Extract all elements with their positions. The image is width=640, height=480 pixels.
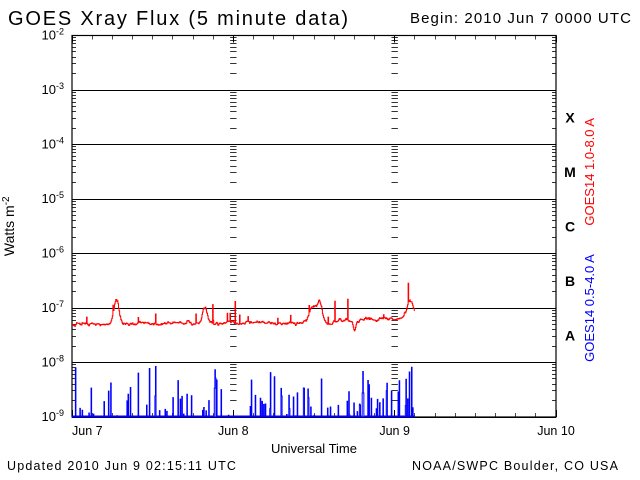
svg-text:Jun 8: Jun 8: [218, 424, 249, 438]
svg-text:GOES14 1.0-8.0 A: GOES14 1.0-8.0 A: [582, 118, 597, 226]
svg-text:GOES14 0.5-4.0 A: GOES14 0.5-4.0 A: [582, 254, 597, 362]
svg-text:Updated 2010 Jun 9 02:15:11 U: Updated 2010 Jun 9 02:15:11 UTC: [7, 459, 237, 473]
svg-text:Jun 10: Jun 10: [537, 424, 575, 438]
svg-text:A: A: [565, 327, 575, 343]
svg-text:Jun 9: Jun 9: [379, 424, 410, 438]
svg-text:Begin: 2010 Jun 7 0000 UTC: Begin: 2010 Jun 7 0000 UTC: [410, 10, 632, 27]
svg-text:M: M: [564, 164, 576, 180]
svg-text:Jun 7: Jun 7: [72, 424, 103, 438]
svg-text:B: B: [565, 273, 575, 289]
svg-text:Universal Time: Universal Time: [271, 441, 357, 456]
svg-text:GOES Xray Flux (5 minute data): GOES Xray Flux (5 minute data): [8, 8, 350, 30]
svg-text:NOAA/SWPC Boulder, CO USA: NOAA/SWPC Boulder, CO USA: [412, 459, 619, 473]
svg-text:X: X: [565, 109, 575, 125]
svg-text:C: C: [565, 218, 575, 234]
